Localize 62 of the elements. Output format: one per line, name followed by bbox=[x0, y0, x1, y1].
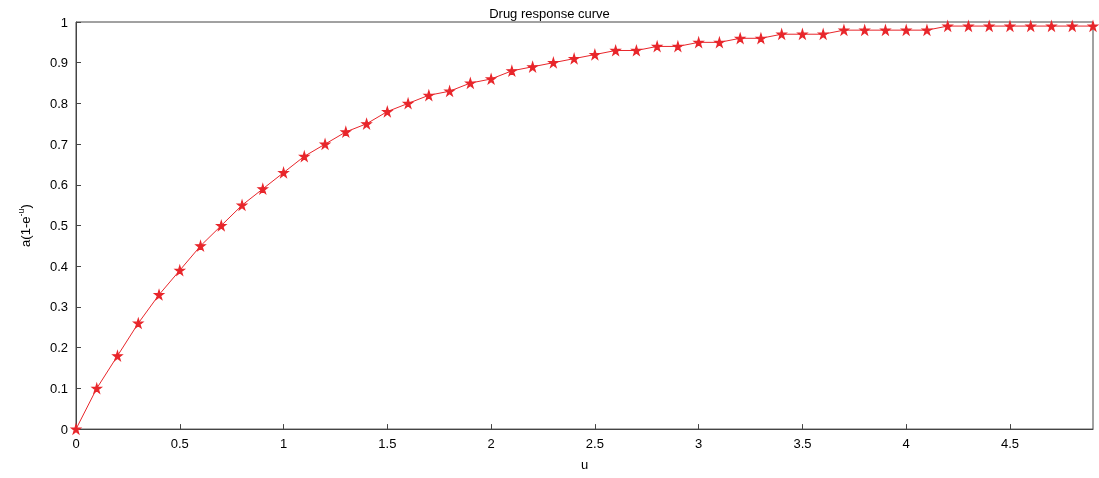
y-tick-label: 0.2 bbox=[49, 340, 68, 356]
point bbox=[299, 151, 310, 162]
point bbox=[402, 98, 414, 109]
point bbox=[153, 289, 165, 300]
y-tick-label: 0.8 bbox=[49, 95, 68, 111]
point bbox=[361, 118, 372, 129]
point bbox=[174, 265, 185, 276]
x-tick-label: 3 bbox=[695, 436, 703, 452]
point bbox=[589, 49, 600, 60]
point bbox=[1046, 20, 1057, 32]
point bbox=[610, 45, 621, 56]
point bbox=[486, 73, 497, 85]
y-tick-label: 0.9 bbox=[49, 55, 68, 71]
point bbox=[465, 77, 476, 89]
point bbox=[278, 167, 289, 178]
chart-title: Drug response curve bbox=[489, 6, 610, 21]
point bbox=[527, 61, 538, 72]
x-axis-title: u bbox=[580, 456, 589, 472]
y-tick-label: 0.1 bbox=[49, 380, 68, 396]
x-tick-label: 0 bbox=[72, 436, 80, 452]
point bbox=[693, 37, 704, 48]
x-tick-label: 0.5 bbox=[170, 436, 189, 452]
y-tick-label: 1 bbox=[60, 14, 68, 30]
point bbox=[340, 126, 351, 138]
y-tick-label: 0.5 bbox=[49, 218, 68, 234]
point bbox=[755, 33, 767, 44]
point bbox=[257, 183, 268, 195]
point bbox=[984, 20, 995, 32]
x-tick-label: 2 bbox=[487, 436, 495, 452]
y-tick-label: 0.4 bbox=[49, 258, 68, 274]
point bbox=[423, 90, 434, 101]
point bbox=[1067, 20, 1078, 32]
y-axis-title: a(1-e-u) bbox=[15, 204, 33, 247]
x-tick-label: 4.5 bbox=[1000, 436, 1020, 452]
point bbox=[216, 220, 227, 231]
x-tick-label: 1.5 bbox=[378, 436, 397, 452]
point bbox=[942, 20, 953, 32]
point bbox=[631, 45, 642, 56]
x-tick-label: 4 bbox=[902, 436, 910, 452]
point bbox=[133, 318, 144, 329]
x-tick-label: 3.5 bbox=[793, 436, 812, 452]
point bbox=[506, 65, 517, 76]
point bbox=[382, 106, 393, 117]
x-tick-label: 1 bbox=[279, 436, 288, 452]
y-tick-label: 0.3 bbox=[49, 299, 68, 315]
point bbox=[672, 41, 683, 52]
point bbox=[735, 33, 746, 44]
point bbox=[91, 383, 102, 394]
x-tick-label: 2.5 bbox=[585, 436, 604, 452]
point bbox=[1025, 20, 1036, 32]
point bbox=[1004, 20, 1016, 32]
point bbox=[548, 57, 559, 68]
y-tick-label: 0.6 bbox=[49, 177, 68, 193]
point bbox=[569, 53, 580, 64]
point bbox=[714, 37, 725, 48]
point bbox=[652, 41, 663, 52]
y-tick-label: 0 bbox=[60, 421, 68, 437]
y-tick-label: 0.7 bbox=[49, 136, 68, 152]
point bbox=[963, 20, 974, 32]
point bbox=[112, 350, 123, 361]
point bbox=[1087, 20, 1099, 32]
point bbox=[195, 240, 206, 251]
